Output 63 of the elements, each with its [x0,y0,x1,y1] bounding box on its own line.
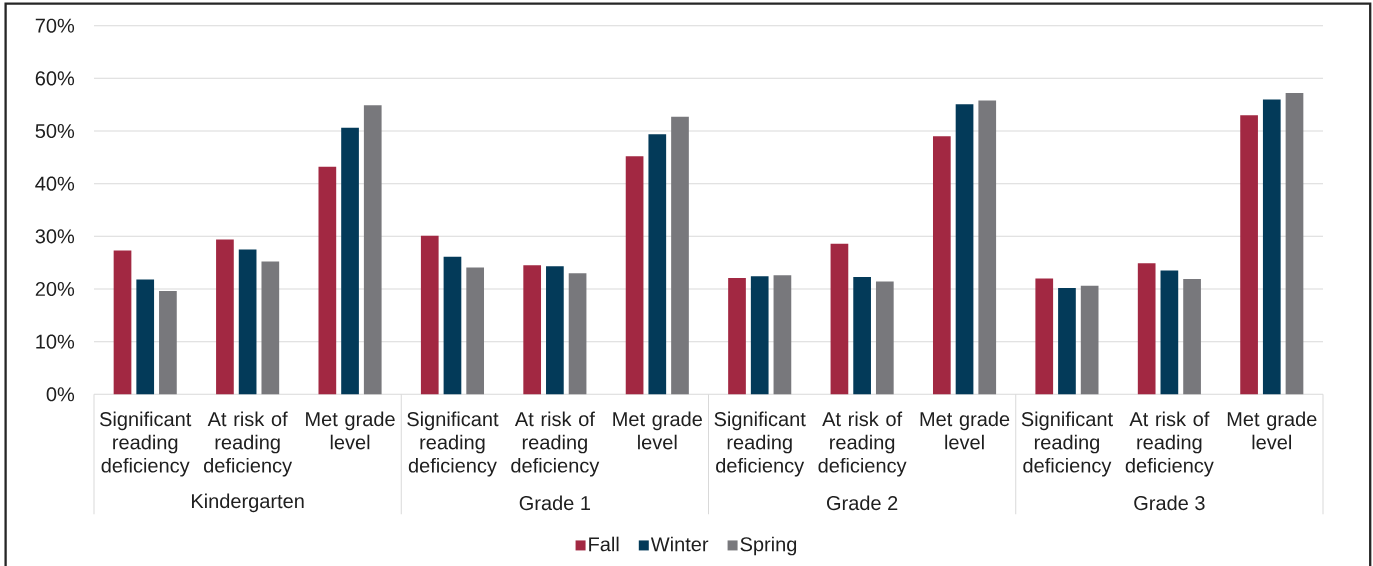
bar [261,261,280,395]
y-tick-label: 20% [35,281,75,297]
bar [750,276,769,395]
bar [1035,278,1054,395]
y-tick-label: 10% [36,334,75,349]
text: Kindergarten [192,493,304,513]
x-tick-label: Significant reading deficiency [407,411,499,477]
bar [546,266,564,395]
legend-label: Spring [740,536,797,556]
bar [1262,99,1281,395]
bar [875,281,894,395]
bar [216,239,234,395]
bar [1160,270,1179,395]
bar [955,104,974,395]
bar [318,166,337,395]
bar [113,250,132,395]
text: Grade 1 [519,495,591,511]
bar [773,275,792,395]
bar [830,243,849,395]
bar [853,276,871,395]
bar [625,156,644,395]
x-tick-label: At risk of reading deficiency [511,411,600,477]
bar [568,273,587,395]
x-tick-label: At risk of reading deficiency [818,411,907,477]
x-tick-label: Significant reading deficiency [1021,411,1113,477]
bar [728,277,746,395]
legend-label: Winter [650,536,709,552]
bar [466,267,485,395]
bar [159,291,177,395]
bar [932,136,951,395]
text: Grade 3 [1134,495,1205,511]
text: Grade 2 [827,495,898,511]
y-tick-label: 0% [46,387,75,402]
legend-label: Fall [589,536,619,552]
bar [648,134,667,395]
bar [443,256,462,395]
bar [1058,287,1076,395]
bar [1183,278,1201,395]
y-tick-label: 50% [35,123,75,139]
x-tick-label: Met grade level [920,411,1010,450]
bar [136,279,155,395]
bar [1240,115,1258,395]
x-tick-label: Significant reading deficiency [714,411,806,477]
x-tick-label: At risk of reading deficiency [204,411,293,477]
x-tick-label: Met grade level [613,411,702,450]
bar [341,127,359,395]
bar [363,105,382,395]
y-tick-label: 40% [35,176,75,191]
y-tick-label: 30% [35,229,75,244]
bar [1137,263,1156,395]
bar [238,249,257,395]
bar [420,235,439,395]
x-tick-label: Met grade level [1227,411,1317,450]
y-tick-label: 70% [35,18,75,33]
x-tick-label: At risk of reading deficiency [1125,411,1214,477]
bar [1285,93,1304,395]
bar [1080,285,1099,395]
x-tick-label: Significant reading deficiency [99,411,192,477]
bar [671,116,689,395]
x-tick-label: Met grade level [306,411,395,450]
bar [978,100,997,395]
y-tick-label: 60% [35,71,75,86]
bar [523,265,542,395]
